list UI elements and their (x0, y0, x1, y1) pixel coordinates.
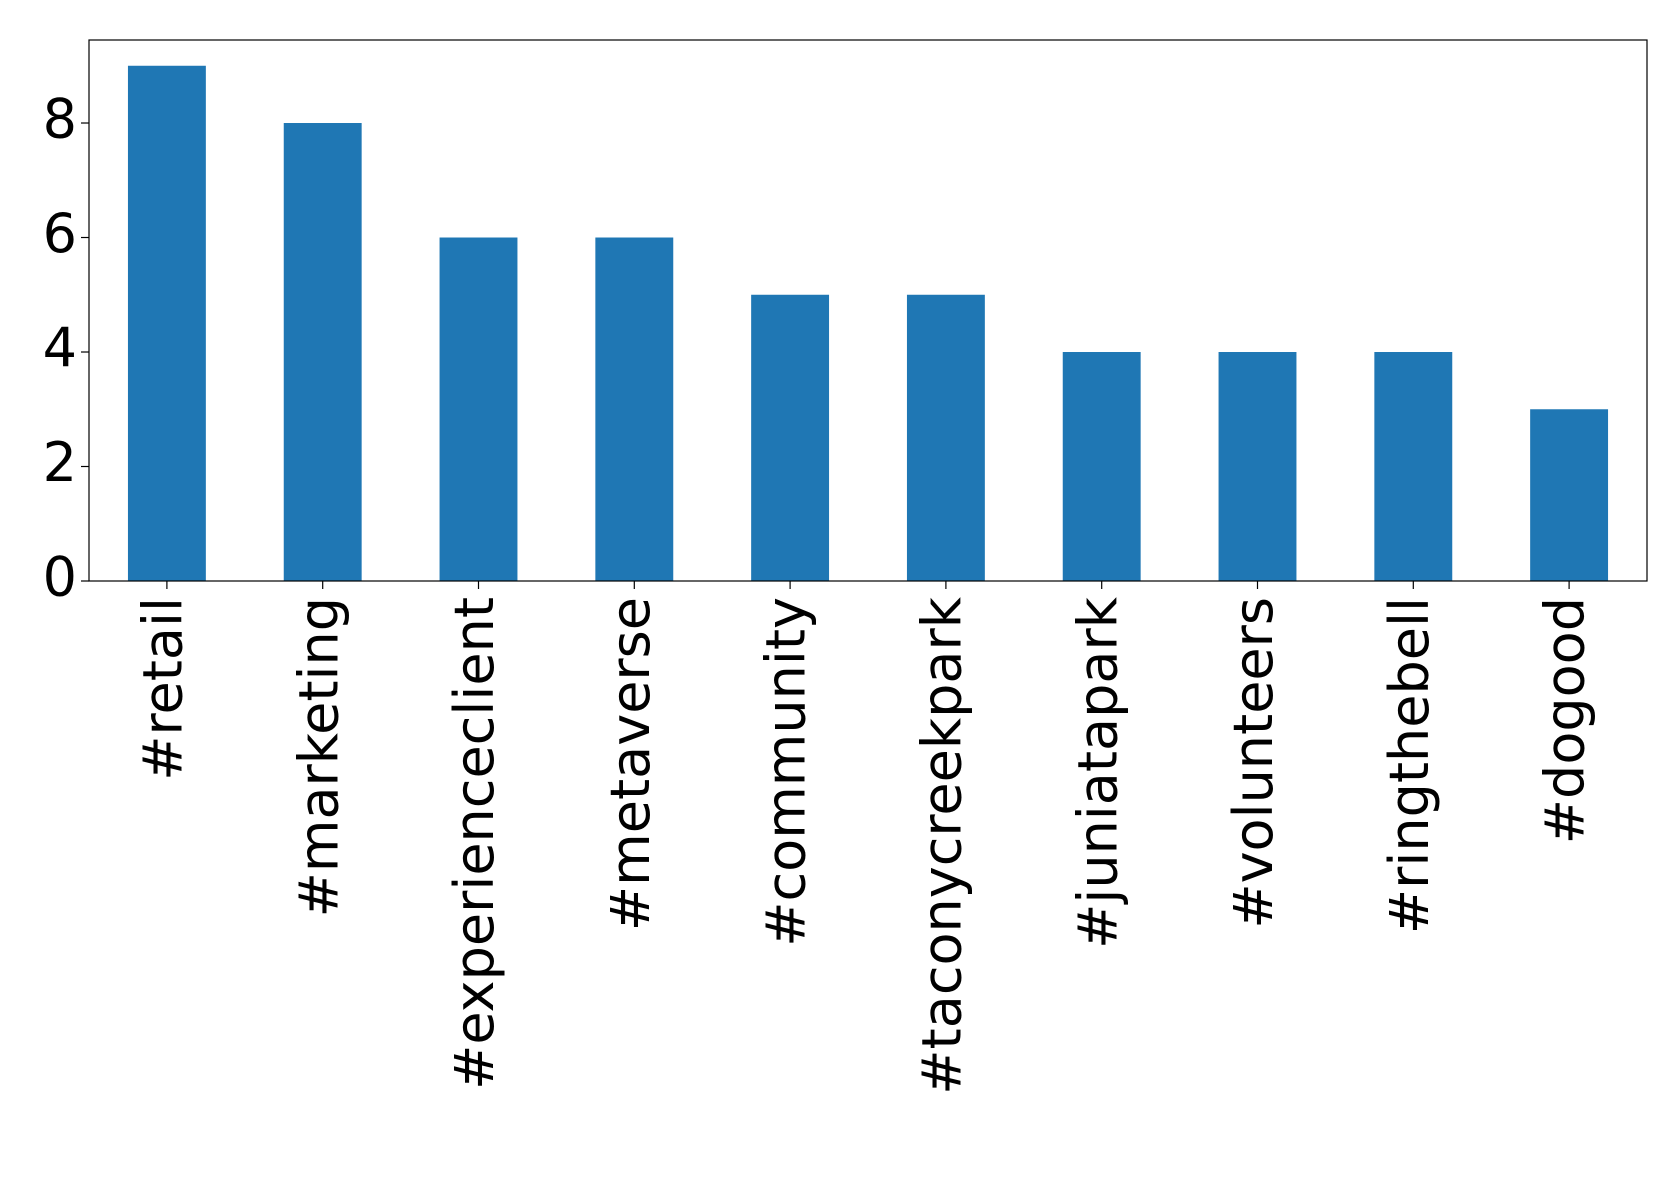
bar (1374, 352, 1453, 581)
y-tick-label: 2 (43, 431, 77, 494)
y-tick-label: 8 (43, 88, 77, 151)
x-tick-label: #experienceclient (443, 597, 506, 1090)
bar (1062, 352, 1141, 581)
x-tick-label: #volunteers (1222, 597, 1285, 929)
x-tick-label: #dogood (1534, 597, 1597, 844)
x-tick-label: #marketing (287, 597, 350, 917)
x-tick-label: #community (755, 597, 818, 947)
y-tick-label: 6 (43, 202, 77, 265)
bar (439, 237, 518, 581)
bar (751, 294, 830, 581)
bar (127, 65, 206, 581)
x-tick-label: #retail (132, 597, 195, 781)
bar (595, 237, 674, 581)
plot-frame (88, 39, 1648, 582)
bar (906, 294, 985, 581)
bar (1218, 352, 1297, 581)
bar (283, 123, 362, 581)
bar (1530, 409, 1609, 581)
y-tick-label: 0 (43, 546, 77, 609)
y-tick-label: 4 (43, 317, 77, 380)
x-tick-label: #metaverse (599, 597, 662, 931)
x-tick-label: #taconycreekpark (911, 596, 974, 1094)
x-tick-label: #juniatapark (1066, 596, 1129, 949)
x-tick-label: #ringthebell (1378, 597, 1441, 934)
